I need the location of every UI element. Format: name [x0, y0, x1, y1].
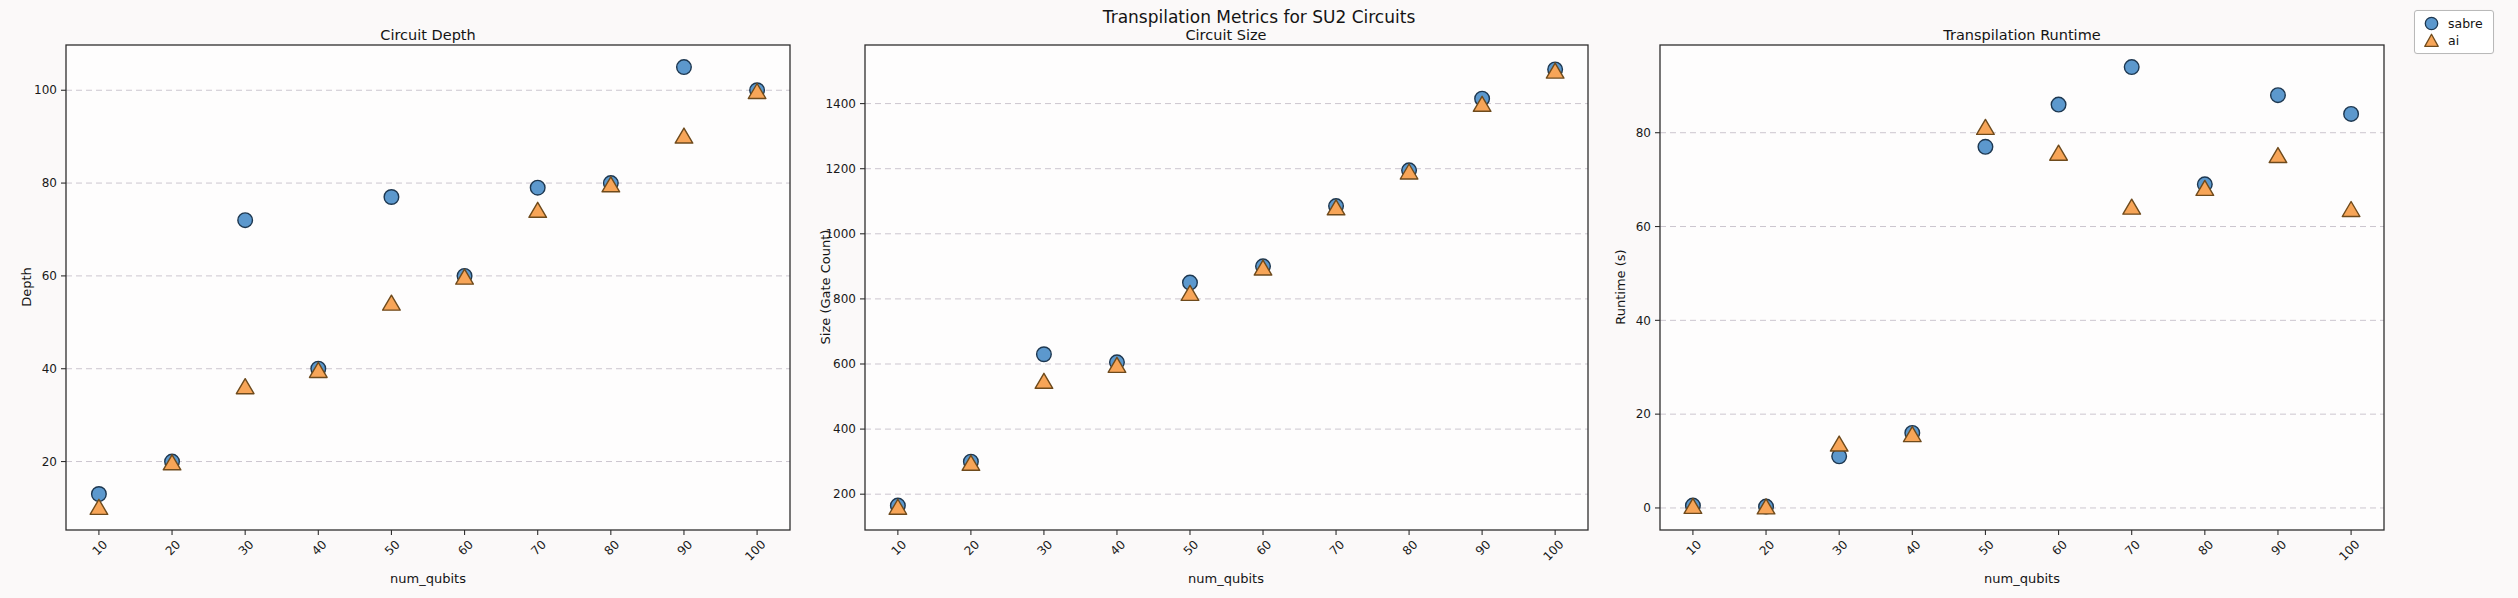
x-tick-label: 10 — [1684, 537, 1705, 558]
x-tick-label: 70 — [1327, 537, 1348, 558]
plot-background — [1660, 45, 2384, 530]
sabre-point-30 — [1037, 347, 1052, 362]
x-tick-label: 30 — [1035, 537, 1056, 558]
x-tick-label: 50 — [1181, 537, 1202, 558]
y-tick-label: 80 — [42, 176, 57, 190]
y-tick-label: 40 — [42, 362, 57, 376]
transpilation-runtime-plot: 0 20 40 60 80 10 20 30 40 50 60 70 80 90 100 — [1605, 30, 2405, 598]
sabre-point-30 — [238, 213, 253, 228]
figure-title: Transpilation Metrics for SU2 Circuits — [0, 7, 2518, 27]
circuit-size-plot: 200 400 600 800 1000 1200 1400 10 20 30 40 50 60 70 80… — [810, 30, 1610, 598]
figure: Transpilation Metrics for SU2 Circuits C… — [0, 0, 2518, 598]
sabre-point-50 — [384, 190, 399, 205]
sabre-point-70 — [530, 180, 545, 195]
x-tick-label: 80 — [1400, 537, 1421, 558]
x-tick-label: 80 — [2195, 537, 2216, 558]
x-tick-label: 40 — [1903, 537, 1924, 558]
y-tick-label: 200 — [833, 487, 856, 501]
x-tick-label: 10 — [90, 537, 111, 558]
y-tick-label: 60 — [42, 269, 57, 283]
x-tick-label: 50 — [1976, 537, 1997, 558]
x-tick-label: 60 — [2049, 537, 2070, 558]
x-tick-label: 90 — [1473, 537, 1494, 558]
y-tick-label: 60 — [1636, 220, 1651, 234]
x-tick-label: 50 — [382, 537, 403, 558]
x-tick-label: 70 — [2122, 537, 2143, 558]
legend: sabre ai — [2414, 10, 2494, 54]
x-tick-label: 40 — [309, 537, 330, 558]
y-tick-label: 0 — [1643, 501, 1651, 515]
y-tick-label: 80 — [1636, 126, 1651, 140]
legend-label-ai: ai — [2448, 33, 2459, 48]
x-tick-label: 40 — [1108, 537, 1129, 558]
y-tick-label: 800 — [833, 292, 856, 306]
circle-icon — [2423, 16, 2440, 31]
x-tick-label: 100 — [742, 537, 768, 563]
circuit-depth-plot: 20 40 60 80 100 10 20 30 40 50 60 70 80 90 100 — [0, 30, 806, 598]
x-tick-label: 10 — [889, 537, 910, 558]
x-tick-label: 20 — [1757, 537, 1778, 558]
x-tick-label: 60 — [455, 537, 476, 558]
x-tick-label: 30 — [1830, 537, 1851, 558]
x-tick-label: 30 — [236, 537, 257, 558]
x-tick-label: 100 — [1540, 537, 1566, 563]
y-tick-label: 20 — [1636, 407, 1651, 421]
x-tick-label: 90 — [2269, 537, 2290, 558]
y-tick-label: 40 — [1636, 314, 1651, 328]
sabre-point-90 — [677, 60, 692, 75]
x-tick-label: 80 — [601, 537, 622, 558]
x-tick-label: 20 — [163, 537, 184, 558]
x-tick-label: 70 — [528, 537, 549, 558]
y-tick-label: 20 — [42, 455, 57, 469]
x-tick-label: 90 — [675, 537, 696, 558]
x-tick-label: 20 — [962, 537, 983, 558]
y-tick-label: 1200 — [825, 162, 856, 176]
triangle-icon — [2423, 33, 2440, 48]
sabre-point-60 — [2051, 97, 2066, 112]
sabre-point-90 — [2271, 88, 2286, 103]
x-tick-label: 60 — [1254, 537, 1275, 558]
legend-item-sabre: sabre — [2423, 16, 2483, 31]
y-tick-label: 100 — [34, 83, 57, 97]
y-tick-label: 1000 — [825, 227, 856, 241]
sabre-point-50 — [1978, 139, 1993, 154]
legend-item-ai: ai — [2423, 33, 2483, 48]
y-tick-label: 600 — [833, 357, 856, 371]
y-tick-label: 1400 — [825, 97, 856, 111]
x-tick-label: 100 — [2336, 537, 2362, 563]
sabre-point-100 — [2344, 107, 2359, 122]
sabre-point-70 — [2124, 60, 2139, 75]
y-tick-label: 400 — [833, 422, 856, 436]
legend-label-sabre: sabre — [2448, 16, 2483, 31]
